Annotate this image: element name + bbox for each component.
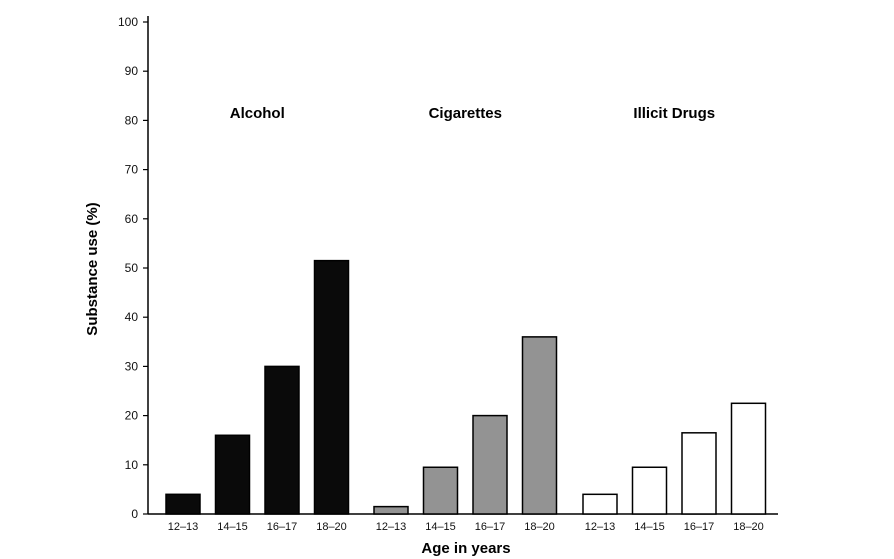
x-tick-label: 12–13	[585, 521, 616, 533]
y-tick-label: 90	[125, 64, 139, 78]
group-labels: Alcohol Cigarettes Illicit Drugs	[230, 105, 715, 122]
y-tick-label: 0	[131, 507, 138, 521]
bar-cigarettes-18–20	[521, 336, 558, 515]
bar-alcohol-14–15	[214, 434, 251, 515]
y-tick-label: 100	[118, 15, 138, 29]
bar-cigarettes-16–17	[472, 414, 508, 515]
x-tick-label: 16–17	[267, 521, 298, 533]
bar-illicit-drugs-18–20	[730, 402, 767, 515]
y-tick-label: 30	[125, 359, 139, 373]
y-tick-label: 80	[125, 113, 139, 127]
y-tick-label: 20	[125, 409, 139, 423]
x-tick-label: 18–20	[316, 521, 347, 533]
bar-alcohol-16–17	[264, 365, 300, 515]
group-label: Cigarettes	[429, 105, 502, 122]
x-tick-label: 14–15	[634, 521, 665, 533]
x-tick-label: 14–15	[425, 521, 456, 533]
y-axis-title: Substance use (%)	[84, 202, 101, 335]
bar-cigarettes-14–15	[422, 466, 459, 515]
bars	[165, 259, 767, 515]
x-tick-label: 14–15	[217, 521, 248, 533]
bar-cigarettes-12–13	[373, 505, 409, 515]
bar-illicit-drugs-16–17	[681, 432, 717, 515]
group-label: Alcohol	[230, 105, 285, 122]
y-tick-label: 70	[125, 163, 139, 177]
y-tick-label: 50	[125, 261, 139, 275]
y-tick-label: 10	[125, 458, 139, 472]
y-axis: 0 10 20 30 40 50 60 70 80 90 100	[118, 15, 149, 521]
y-tick-label: 40	[125, 310, 139, 324]
x-tick-label: 16–17	[475, 521, 506, 533]
x-tick-label: 16–17	[684, 521, 715, 533]
x-tick-label: 18–20	[733, 521, 764, 533]
x-tick-label: 12–13	[168, 521, 199, 533]
x-tick-label: 12–13	[376, 521, 407, 533]
y-tick-label: 60	[125, 212, 139, 226]
bar-illicit-drugs-14–15	[631, 466, 668, 515]
bar-alcohol-18–20	[313, 259, 350, 515]
x-tick-label: 18–20	[524, 521, 555, 533]
bar-illicit-drugs-12–13	[582, 493, 618, 515]
x-axis: 12–13 14–15 16–17 18–20 12–13 14–15 16–17 18–20…	[148, 513, 778, 533]
bar-alcohol-12–13	[165, 493, 201, 515]
x-axis-title: Age in years	[421, 540, 510, 557]
group-label: Illicit Drugs	[633, 105, 715, 122]
